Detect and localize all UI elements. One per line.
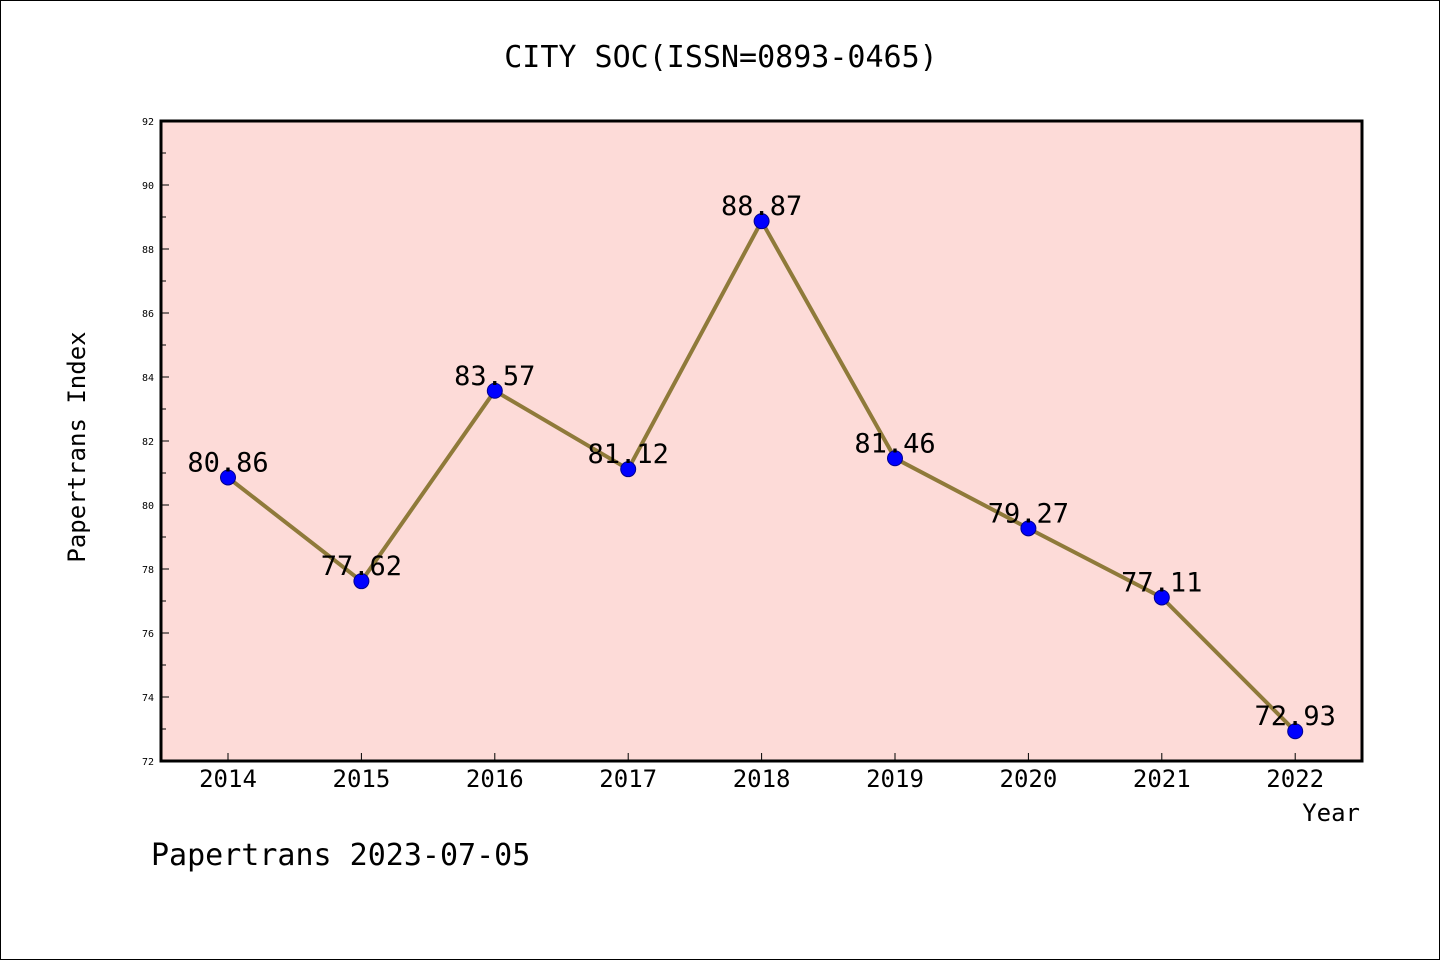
- x-tick-label: 2016: [466, 765, 524, 793]
- x-tick-label: 2014: [199, 765, 257, 793]
- data-label: 81.12: [588, 439, 669, 470]
- data-point: [620, 461, 637, 478]
- y-tick-label: 72: [142, 757, 154, 768]
- x-tick-label: 2015: [333, 765, 391, 793]
- data-label: 72.93: [1255, 701, 1336, 732]
- data-point: [1287, 723, 1304, 740]
- x-axis: 2014 2015 2016 2017 2018 2019 2020 2021 2022: [199, 753, 1324, 793]
- x-tick-label: 2018: [733, 765, 791, 793]
- data-point: [887, 450, 903, 467]
- plot-frame: [159, 119, 1364, 763]
- x-tick-label: 2020: [1000, 765, 1058, 793]
- data-point: [220, 469, 236, 486]
- data-point: [1020, 520, 1037, 537]
- data-point: [1153, 589, 1170, 606]
- chart-title: CITY SOC(ISSN=0893-0465): [504, 40, 937, 75]
- y-tick-label: 90: [142, 181, 154, 192]
- data-label: 79.27: [988, 498, 1069, 529]
- data-label: 77.62: [321, 551, 402, 582]
- data-labels: 80.86 77.62 83.57 81.12 88.87 81.46 79.27 77.11…: [187, 191, 1335, 732]
- y-tick-label: 74: [142, 693, 154, 704]
- data-label: 88.87: [721, 191, 802, 222]
- x-axis-label: Year: [1302, 799, 1360, 827]
- y-tick-label: 92: [142, 117, 154, 128]
- data-point: [353, 573, 370, 590]
- x-tick-label: 2019: [866, 765, 924, 793]
- y-tick-label: 80: [142, 501, 154, 512]
- data-point: [486, 382, 503, 399]
- y-axis-label: Papertrans Index: [63, 331, 91, 562]
- data-label: 77.11: [1121, 567, 1202, 598]
- x-tick-label: 2022: [1266, 765, 1324, 793]
- y-tick-label: 82: [142, 437, 154, 448]
- series-markers: [220, 213, 1304, 740]
- data-point: [753, 213, 770, 230]
- y-tick-label: 86: [142, 309, 154, 320]
- data-label: 81.46: [854, 428, 935, 459]
- footer-text: Papertrans 2023-07-05: [151, 838, 530, 873]
- y-tick-label: 76: [142, 629, 154, 640]
- x-tick-label: 2017: [599, 765, 657, 793]
- data-label: 80.86: [187, 447, 268, 478]
- y-tick-label: 88: [142, 245, 154, 256]
- data-label: 83.57: [454, 361, 535, 392]
- y-tick-label: 78: [142, 565, 154, 576]
- y-tick-label: 84: [142, 373, 154, 384]
- x-tick-label: 2021: [1133, 765, 1191, 793]
